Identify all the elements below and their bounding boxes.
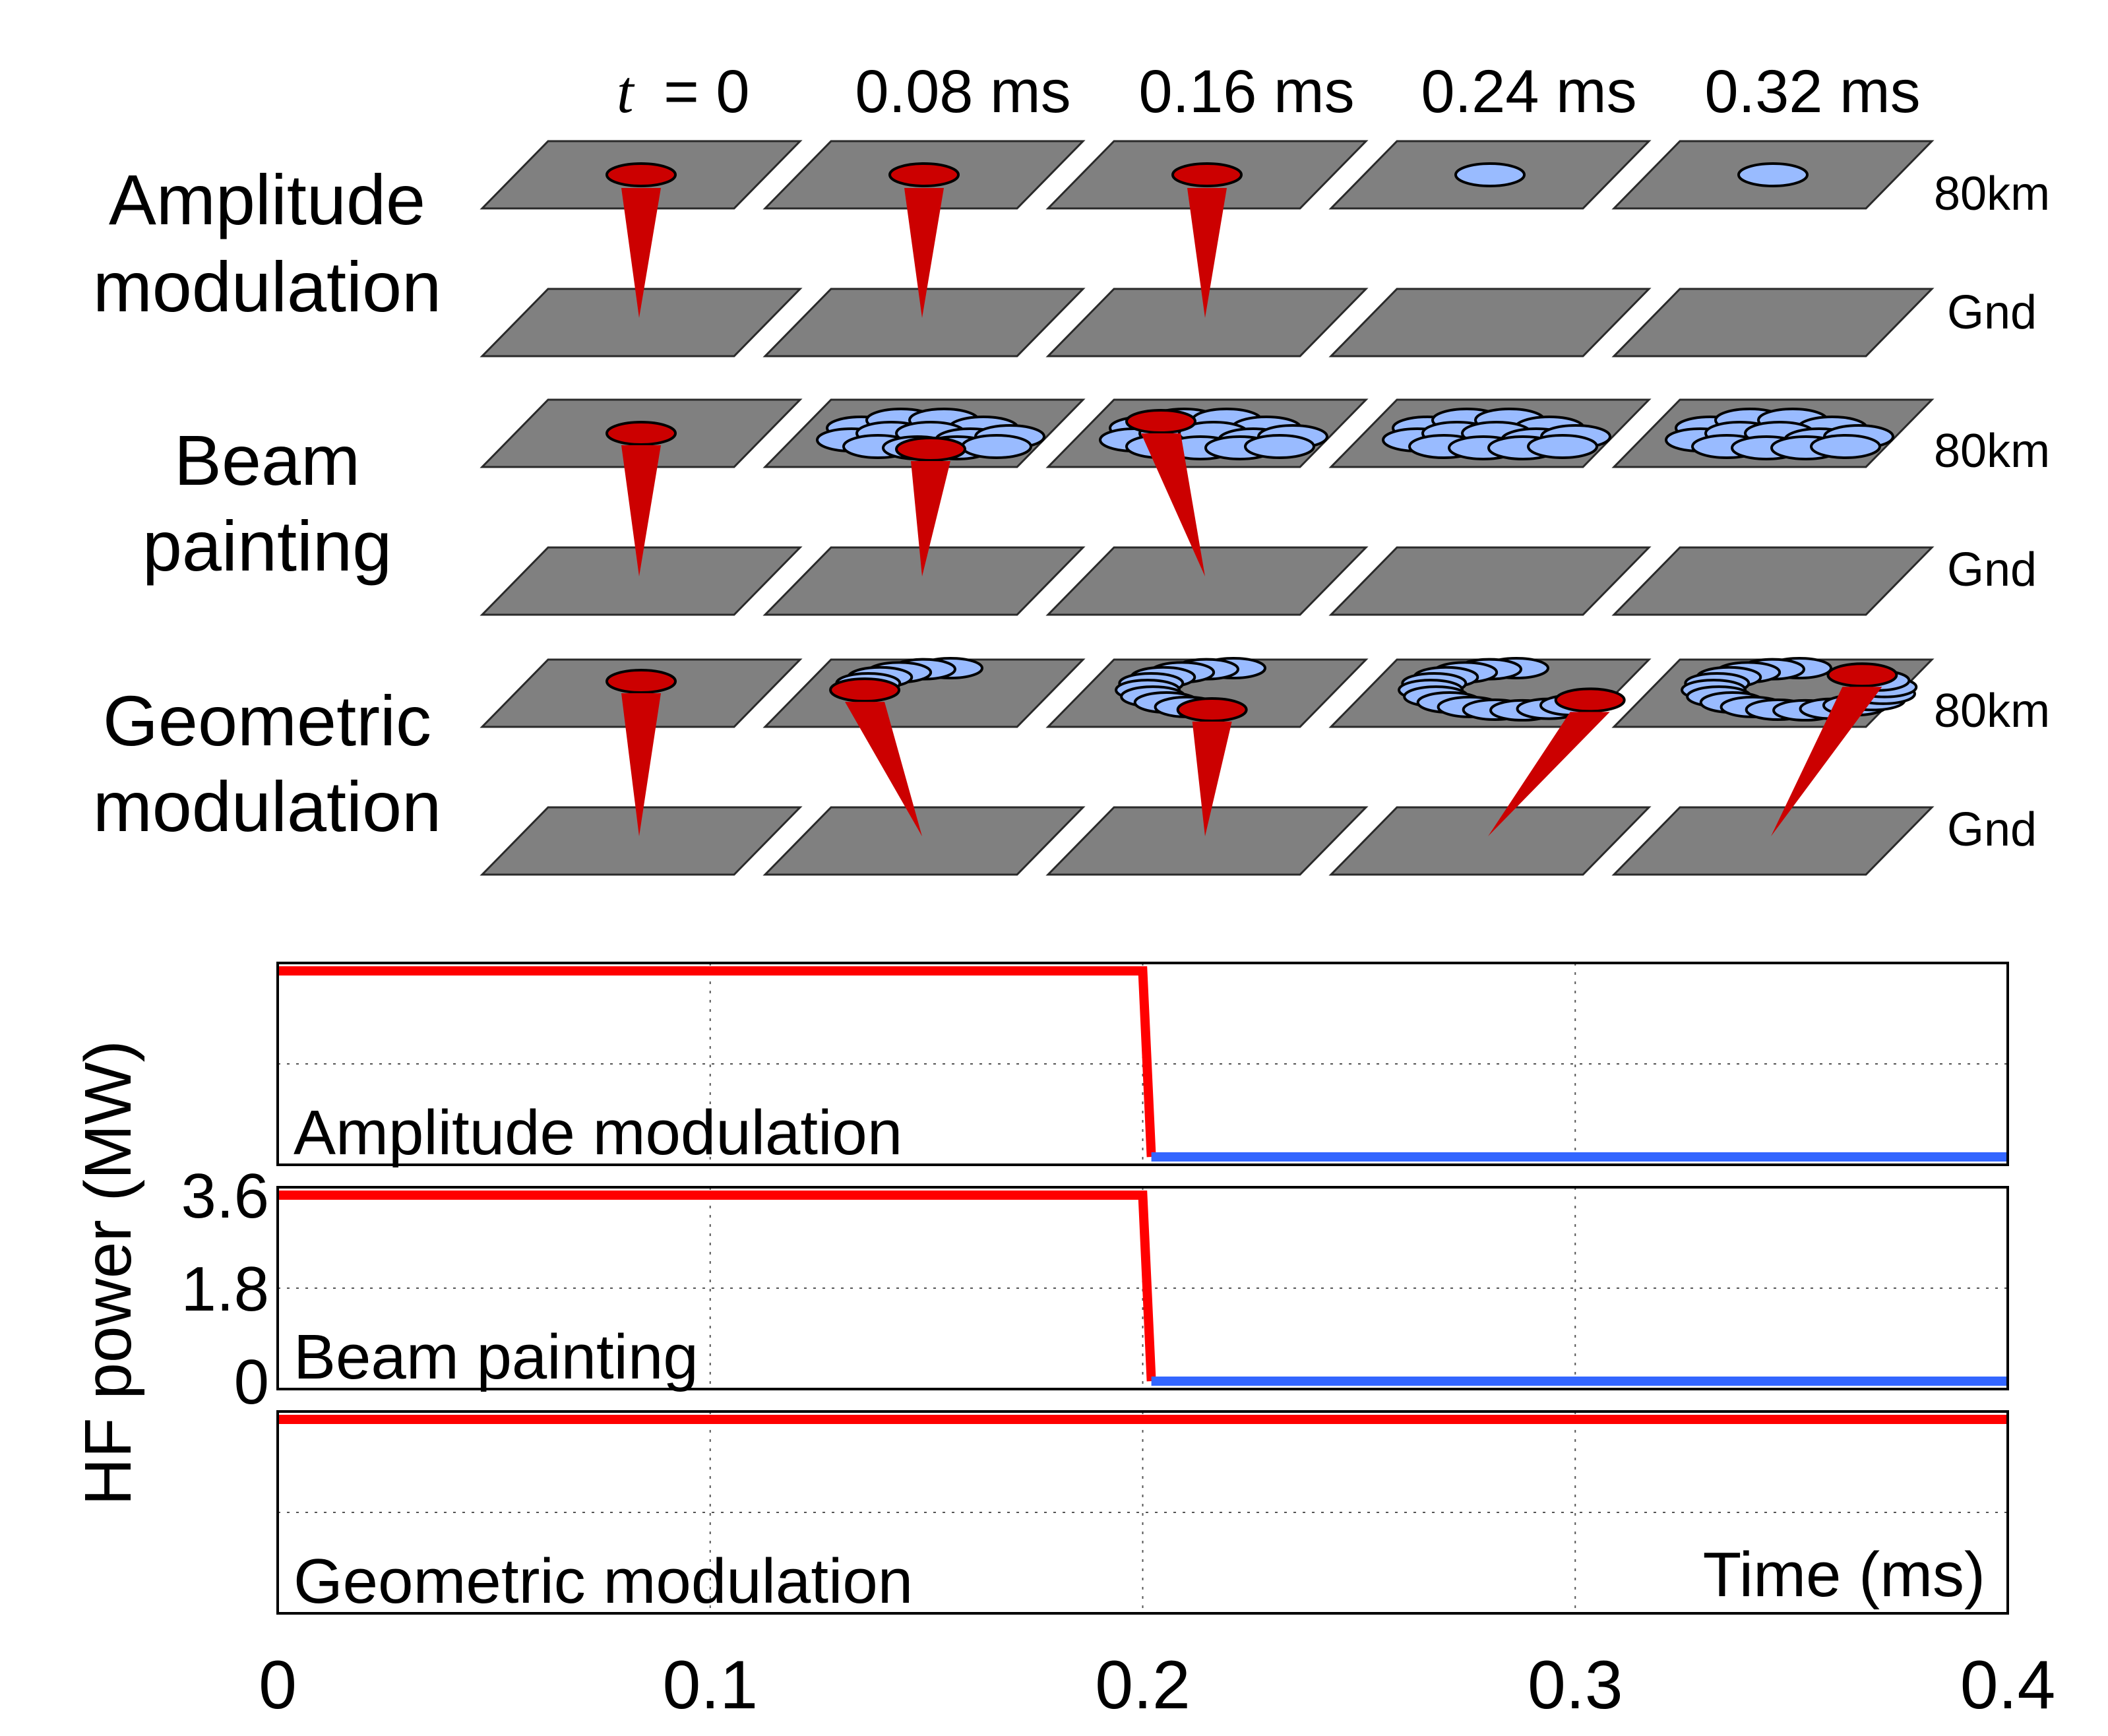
heated-spot <box>605 669 677 694</box>
chart-ylabel: HF power (MW) <box>71 1040 145 1506</box>
power-series-line <box>278 966 1156 1158</box>
heated-spot <box>605 162 677 187</box>
panel-title: Geometric modulation <box>294 1546 913 1617</box>
chart-xlabel: Time (ms) <box>1703 1539 1985 1610</box>
power-series-line <box>278 1191 1156 1382</box>
heated-spot <box>829 677 901 703</box>
row-label-painting-1: Beam <box>174 420 360 500</box>
heated-spot <box>1454 162 1526 187</box>
plate-ground-amplitude-4 <box>1611 288 1935 357</box>
panel-frame <box>276 1410 2009 1615</box>
hf-beam <box>911 461 950 576</box>
layer-label-bottom-1: Gnd <box>1947 286 2037 339</box>
painted-spot <box>1810 434 1881 459</box>
plate-ground-geometric-1 <box>762 806 1086 876</box>
hf-beam <box>1192 721 1232 836</box>
plate-ground-painting-0 <box>480 546 803 616</box>
hf-beam <box>1771 687 1882 836</box>
heated-spot <box>605 421 677 446</box>
hf-beam <box>845 702 922 836</box>
plate-ground-amplitude-3 <box>1328 288 1652 357</box>
hf-beam <box>621 188 661 318</box>
heated-spot <box>1171 162 1243 187</box>
x-tick-label: 0 <box>259 1647 297 1723</box>
heated-spot <box>1125 409 1196 434</box>
painted-spot <box>961 434 1032 459</box>
hf-beam <box>621 693 661 836</box>
panel-title: Beam painting <box>294 1322 698 1392</box>
y-tick-label: 1.8 <box>181 1254 269 1324</box>
row-label-amplitude-2: modulation <box>93 247 441 326</box>
heated-spot <box>1737 162 1809 187</box>
row-labels: Amplitude modulation Beam painting Geome… <box>93 160 441 846</box>
heated-spot <box>1554 687 1626 713</box>
x-tick-label: 0.2 <box>1095 1647 1191 1723</box>
row-label-geometric-1: Geometric <box>103 681 431 760</box>
plate-ground-geometric-2 <box>1045 806 1369 876</box>
diagram-panels <box>480 140 1935 876</box>
layer-label-bottom-2: Gnd <box>1947 543 2037 596</box>
time-label-col1: 0.08 ms <box>855 58 1070 125</box>
panel-frame <box>276 962 2009 1166</box>
layer-label-top-3: 80km <box>1934 685 2050 737</box>
hf-beam <box>1488 712 1610 836</box>
heated-spot <box>895 437 966 462</box>
heated-spot <box>1176 697 1248 722</box>
painted-spot <box>1527 434 1598 459</box>
hf-beam <box>621 445 661 576</box>
power-chart: HF power (MW) Time (ms) Amplitude modula… <box>71 962 2056 1723</box>
heated-spot <box>888 162 960 187</box>
plate-ground-geometric-4 <box>1611 806 1935 876</box>
heated-spot <box>1826 662 1898 688</box>
plate-ground-painting-4 <box>1611 546 1935 616</box>
time-labels: t = 0 0.08 ms 0.16 ms 0.24 ms 0.32 ms <box>617 58 1921 125</box>
hf-beam <box>1141 433 1205 576</box>
panel-title: Amplitude modulation <box>294 1098 902 1168</box>
plate-ground-amplitude-2 <box>1045 288 1369 357</box>
plate-ground-painting-1 <box>762 546 1086 616</box>
y-tick-label: 3.6 <box>181 1161 269 1231</box>
plate-ground-geometric-0 <box>480 806 803 876</box>
time-label-t0: t = 0 <box>617 58 750 125</box>
panel-frame <box>276 1186 2009 1390</box>
hf-beam <box>1187 188 1227 318</box>
row-label-geometric-2: modulation <box>93 766 441 846</box>
plate-ground-geometric-3 <box>1328 806 1652 876</box>
time-equals: = 0 <box>664 58 749 125</box>
plate-ground-painting-3 <box>1328 546 1652 616</box>
layer-label-top-1: 80km <box>1934 168 2050 220</box>
time-label-col3: 0.24 ms <box>1421 58 1636 125</box>
time-symbol: t <box>617 58 635 125</box>
time-label-col4: 0.32 ms <box>1704 58 1920 125</box>
layer-label-top-2: 80km <box>1934 425 2050 478</box>
plate-ground-painting-2 <box>1045 546 1369 616</box>
x-tick-label: 0.1 <box>662 1647 758 1723</box>
painted-spot <box>1244 434 1315 459</box>
layer-labels: 80km Gnd 80km Gnd 80km Gnd <box>1934 168 2050 856</box>
x-tick-label: 0.4 <box>1960 1647 2056 1723</box>
row-label-amplitude-1: Amplitude <box>109 160 425 239</box>
plate-ground-amplitude-0 <box>480 288 803 357</box>
layer-label-bottom-3: Gnd <box>1947 803 2037 856</box>
x-tick-label: 0.3 <box>1528 1647 1623 1723</box>
time-label-col2: 0.16 ms <box>1138 58 1354 125</box>
hf-beam <box>904 188 944 318</box>
row-label-painting-2: painting <box>142 506 392 586</box>
plate-ground-amplitude-1 <box>762 288 1086 357</box>
y-tick-label: 0 <box>234 1347 269 1417</box>
